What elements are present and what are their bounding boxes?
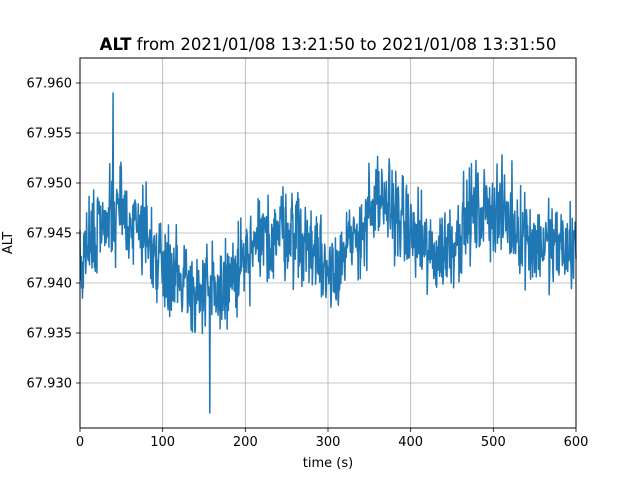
y-tick-label: 67.960: [27, 77, 73, 92]
y-tick-label: 67.955: [27, 127, 73, 142]
y-tick-label: 67.930: [27, 377, 73, 392]
x-tick-label: 100: [150, 435, 175, 450]
series-line: [79, 92, 577, 414]
x-tick-label: 500: [481, 435, 506, 450]
y-tick-label: 67.950: [27, 177, 73, 192]
x-tick-label: 300: [316, 435, 341, 450]
x-tick-label: 600: [564, 435, 589, 450]
chart-title: ALT from 2021/01/08 13:21:50 to 2021/01/…: [100, 35, 557, 54]
y-axis-label: ALT: [1, 232, 16, 254]
x-tick-label: 0: [76, 435, 84, 450]
x-axis-label: time (s): [303, 456, 353, 471]
y-tick-label: 67.935: [27, 327, 73, 342]
x-tick-label: 400: [398, 435, 423, 450]
chart-title-variable: ALT: [100, 35, 133, 54]
plot-area: [79, 92, 577, 414]
ticks: 0 100 200 300 400 500 600 67.930 67.935 67.940 67.…: [27, 77, 589, 451]
y-tick-label: 67.940: [27, 277, 73, 292]
y-tick-label: 67.945: [27, 227, 73, 242]
chart-title-rest: from 2021/01/08 13:21:50 to 2021/01/08 1…: [131, 35, 556, 54]
x-tick-label: 200: [233, 435, 258, 450]
